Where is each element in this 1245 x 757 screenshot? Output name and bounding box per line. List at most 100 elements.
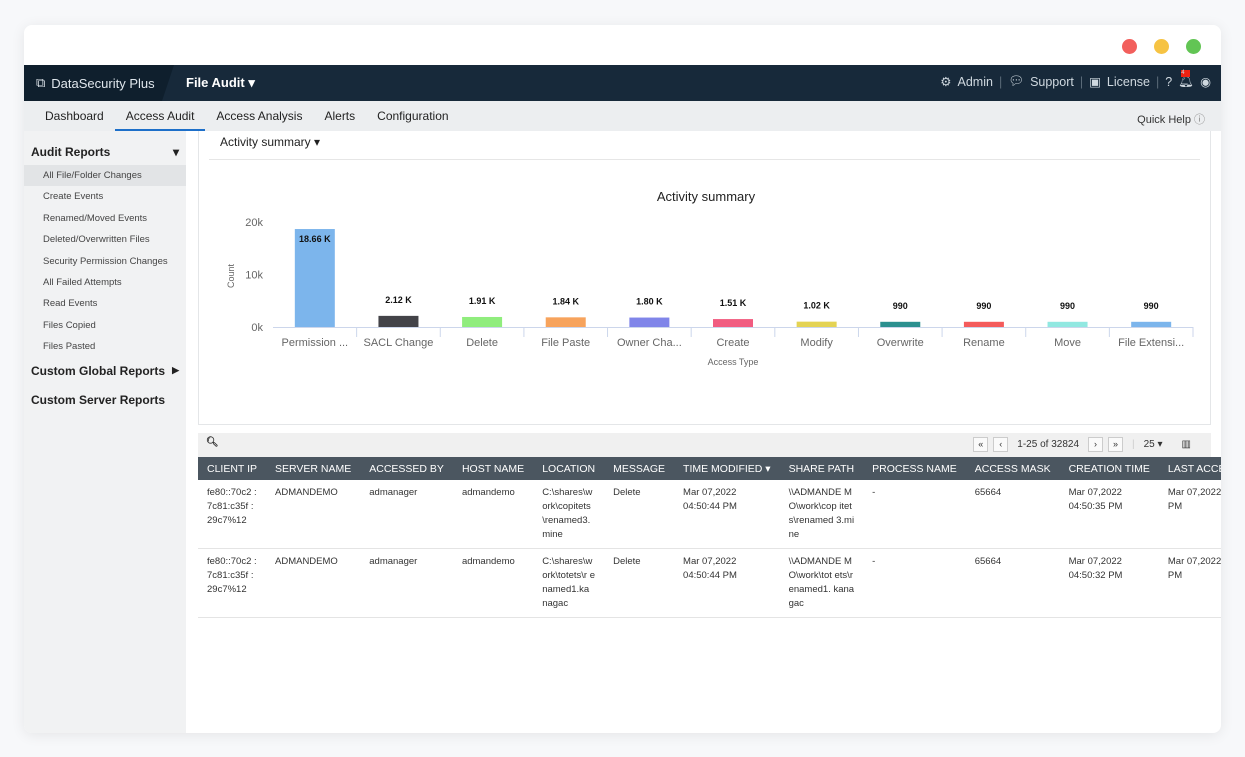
column-header[interactable]: LAST ACCESS TIME [1158, 457, 1221, 480]
sidebar-group-audit-reports[interactable]: Audit Reports ▾ [24, 139, 186, 165]
table-cell: 65664 [965, 548, 1060, 618]
column-header[interactable]: TIME MODIFIED ▾ [674, 457, 780, 480]
admin-link[interactable]: Admin [957, 74, 993, 89]
brand-logo[interactable]: ⧉ DataSecurity Plus [24, 65, 174, 101]
module-selector[interactable]: File Audit ▾ [186, 75, 255, 90]
search-icon[interactable]: 🔍︎ [206, 437, 219, 448]
sidebar-item[interactable]: Renamed/Moved Events [43, 212, 148, 224]
table-cell: \\ADMANDE MO\work\cop itets\renamed 3.mi… [779, 480, 864, 549]
notification-badge: 4 [1181, 70, 1191, 77]
column-label: SHARE PATH [788, 462, 855, 475]
report-selector-label: Activity summary [220, 135, 311, 149]
prev-page-button[interactable]: ‹ [993, 437, 1009, 452]
table-row[interactable]: fe80::70c2 :7c81:c35f :29c7%12 ADMANDEMO a… [198, 480, 1221, 549]
sidebar-item[interactable]: All Failed Attempts [43, 276, 122, 288]
tab-access-audit[interactable]: Access Audit [114, 101, 206, 131]
bar [545, 317, 586, 327]
sidebar-item[interactable]: Deleted/Overwritten Files [43, 234, 150, 246]
window-controls [1122, 39, 1201, 54]
table-cell: Mar 07,2022 04:50:32 PM [1158, 548, 1221, 618]
bell-icon[interactable]: 🔔︎ 4 [1178, 70, 1195, 88]
sidebar-item[interactable]: Files Copied [43, 319, 96, 331]
quick-help-link[interactable]: Quick Help ⓘ [1137, 111, 1205, 127]
x-tick-label: Modify [800, 337, 833, 349]
sidebar-item[interactable]: Create Events [43, 191, 104, 203]
last-page-button[interactable]: » [1108, 437, 1123, 452]
column-label: TIME MODIFIED [683, 462, 763, 475]
sidebar-group-custom-server[interactable]: Custom Server Reports [24, 387, 186, 413]
app-window: ⧉ DataSecurity Plus File Audit ▾ ⚙ Admin | … [24, 25, 1221, 733]
brand-name: DataSecurity Plus [51, 75, 155, 91]
bar [294, 229, 335, 327]
column-header[interactable]: LOCATION [533, 457, 605, 480]
data-label: 1.02 K [803, 301, 830, 311]
data-label: 990 [976, 301, 991, 311]
data-label: 2.12 K [385, 295, 412, 305]
maximize-button[interactable] [1186, 39, 1201, 54]
sidebar-item[interactable]: Security Permission Changes [43, 255, 168, 267]
sort-desc-icon[interactable]: ▾ [762, 462, 771, 475]
y-axis-label: Count [226, 264, 236, 289]
bar [1047, 321, 1088, 327]
x-tick-label: SACL Change [363, 337, 433, 349]
license-link[interactable]: License [1106, 74, 1150, 89]
tab-configuration[interactable]: Configuration [377, 109, 449, 123]
x-tick-label: Owner Cha... [617, 337, 682, 349]
table-cell: Mar 07,2022 04:50:35 PM [1059, 480, 1159, 549]
column-label: HOST NAME [461, 462, 525, 475]
report-selector[interactable]: Activity summary ▾ [220, 135, 321, 149]
table-cell: admanager [360, 480, 453, 549]
column-header[interactable]: ACCESSED BY [360, 457, 453, 480]
column-label: PROCESS NAME [872, 462, 957, 475]
table-toolbar: 🔍︎ « ‹ 1-25 of 32824 › » | 25 ▾ ▥ [198, 433, 1211, 457]
table-cell: admanager [360, 548, 453, 618]
minimize-button[interactable] [1154, 39, 1169, 54]
table-cell: Mar 07,2022 04:50:44 PM [674, 480, 780, 549]
license-icon: ▣ [1089, 75, 1101, 89]
table-cell: admandemo [452, 480, 534, 549]
support-link[interactable]: Support [1030, 74, 1074, 89]
per-page-select[interactable]: 25 ▾ [1143, 439, 1163, 450]
x-tick-label: Overwrite [877, 337, 924, 349]
column-header[interactable]: SERVER NAME [266, 457, 361, 480]
bar [378, 315, 419, 327]
x-tick-label: Move [1054, 337, 1081, 349]
table-cell: C:\shares\w ork\totets\r enamed1.ka naga… [533, 548, 605, 618]
data-label: 990 [1144, 301, 1159, 311]
table-row[interactable]: fe80::70c2 :7c81:c35f :29c7%12 ADMANDEMO a… [198, 548, 1221, 618]
page-range: 1-25 of 32824 [1017, 439, 1079, 450]
chart-card: Activity summary ▾ Activity summary 0k 10k… [198, 131, 1211, 425]
activity-chart: Activity summary 0k 10k 20k Count 18.66 K Perm… [226, 189, 1194, 367]
user-icon[interactable]: ◉ [1200, 75, 1211, 89]
table-cell: - [863, 548, 966, 618]
first-page-button[interactable]: « [973, 437, 989, 452]
audit-table: CLIENT IP SERVER NAME ACCESSED BY HOST NAME… [198, 457, 1221, 618]
column-header[interactable]: HOST NAME [452, 457, 534, 480]
data-label: 1.84 K [552, 296, 579, 306]
next-page-button[interactable]: › [1088, 437, 1103, 452]
bar [880, 321, 921, 327]
chart-title: Activity summary [657, 189, 756, 204]
column-label: CREATION TIME [1068, 462, 1150, 475]
column-header[interactable]: PROCESS NAME [863, 457, 966, 480]
sidebar-item[interactable]: Files Pasted [43, 341, 96, 353]
column-header[interactable]: CREATION TIME [1059, 457, 1159, 480]
y-tick-label: 0k [251, 322, 263, 334]
sidebar-group-custom-global[interactable]: Custom Global Reports ▶ [24, 358, 186, 384]
table-cell: C:\shares\w ork\copitets \renamed3. mine [533, 480, 605, 549]
sidebar-item[interactable]: Read Events [43, 298, 98, 310]
column-header[interactable]: SHARE PATH [779, 457, 864, 480]
x-tick-label: Create [716, 337, 749, 349]
y-tick-label: 10k [245, 270, 263, 282]
column-chooser-icon[interactable]: ▥ [1181, 439, 1191, 450]
sidebar-item[interactable]: All File/Folder Changes [24, 165, 186, 187]
column-header[interactable]: CLIENT IP [198, 457, 266, 480]
column-header[interactable]: MESSAGE [604, 457, 675, 480]
tab-dashboard[interactable]: Dashboard [45, 109, 104, 123]
tab-access-analysis[interactable]: Access Analysis [216, 109, 303, 123]
tab-alerts[interactable]: Alerts [324, 109, 356, 123]
help-icon[interactable]: ? [1165, 74, 1173, 89]
close-button[interactable] [1122, 39, 1137, 54]
table-cell: Mar 07,2022 04:50:32 PM [1059, 548, 1159, 618]
column-header[interactable]: ACCESS MASK [965, 457, 1060, 480]
